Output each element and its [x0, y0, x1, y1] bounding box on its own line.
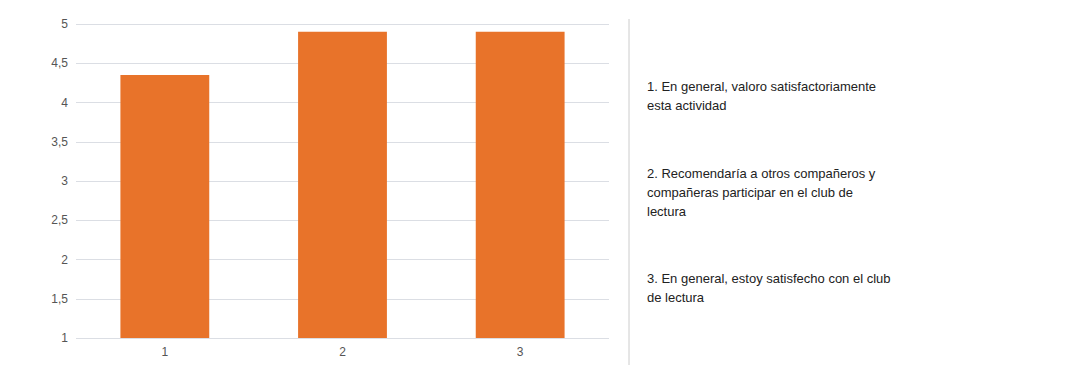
svg-text:1: 1: [61, 331, 68, 345]
svg-text:1,5: 1,5: [51, 292, 68, 306]
svg-text:2: 2: [339, 345, 346, 359]
svg-text:3: 3: [517, 345, 524, 359]
svg-text:de lectura: de lectura: [647, 290, 705, 305]
svg-text:lectura: lectura: [647, 204, 687, 219]
svg-text:4: 4: [61, 96, 68, 110]
svg-text:2,5: 2,5: [51, 213, 68, 227]
svg-text:esta actividad: esta actividad: [647, 98, 727, 113]
svg-text:2: 2: [61, 253, 68, 267]
svg-text:5: 5: [61, 17, 68, 31]
svg-text:1: 1: [161, 345, 168, 359]
svg-text:compañeras participar en el cl: compañeras participar en el club de: [647, 185, 853, 200]
svg-text:1. En general, valoro satisfac: 1. En general, valoro satisfactoriamente: [647, 79, 876, 94]
svg-text:2. Recomendaría a otros compañ: 2. Recomendaría a otros compañeros y: [647, 166, 876, 181]
svg-text:4,5: 4,5: [51, 56, 68, 70]
svg-text:3. En general, estoy satisfech: 3. En general, estoy satisfecho con el c…: [647, 271, 891, 286]
svg-text:3,5: 3,5: [51, 135, 68, 149]
svg-text:3: 3: [61, 174, 68, 188]
